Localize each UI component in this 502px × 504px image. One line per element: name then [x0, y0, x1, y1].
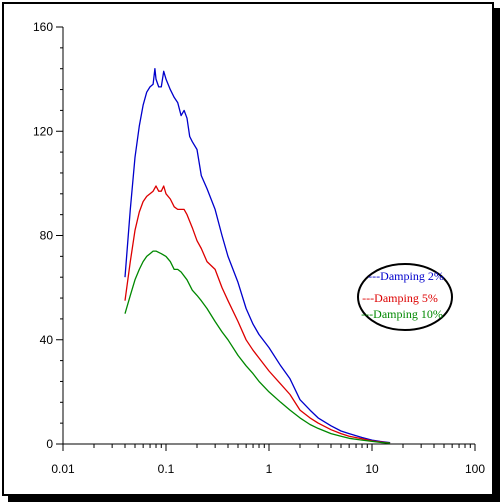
series-line-damping-10 — [124, 250, 391, 444]
legend-entry-damping-5: ---Damping 5% — [362, 291, 438, 305]
y-tick-label: 40 — [40, 333, 54, 347]
series-line-damping-5 — [124, 185, 391, 444]
y-tick-label: 80 — [40, 229, 54, 243]
legend: ---Damping 2% ---Damping 5% ---Damping 1… — [357, 263, 453, 331]
x-tick-label: 10 — [365, 462, 379, 476]
legend-ellipse — [357, 263, 453, 331]
series-line-damping-2 — [124, 68, 391, 444]
axes: 0 40 80 120 160 0.01 0.1 1 10 100 — [33, 20, 485, 476]
series-layer — [124, 68, 391, 444]
x-tick-label: 1 — [266, 462, 273, 476]
y-tick-label: 120 — [33, 124, 53, 138]
y-tick-label: 0 — [46, 437, 53, 451]
x-tick-label: 100 — [465, 462, 485, 476]
legend-entry-damping-10: ---Damping 10% — [361, 307, 443, 321]
x-tick-label: 0.1 — [158, 462, 175, 476]
x-tick-label: 0.01 — [51, 462, 75, 476]
legend-entry-damping-2: ---Damping 2% — [368, 269, 444, 283]
chart-frame — [2, 2, 494, 496]
y-tick-label: 160 — [33, 20, 53, 34]
